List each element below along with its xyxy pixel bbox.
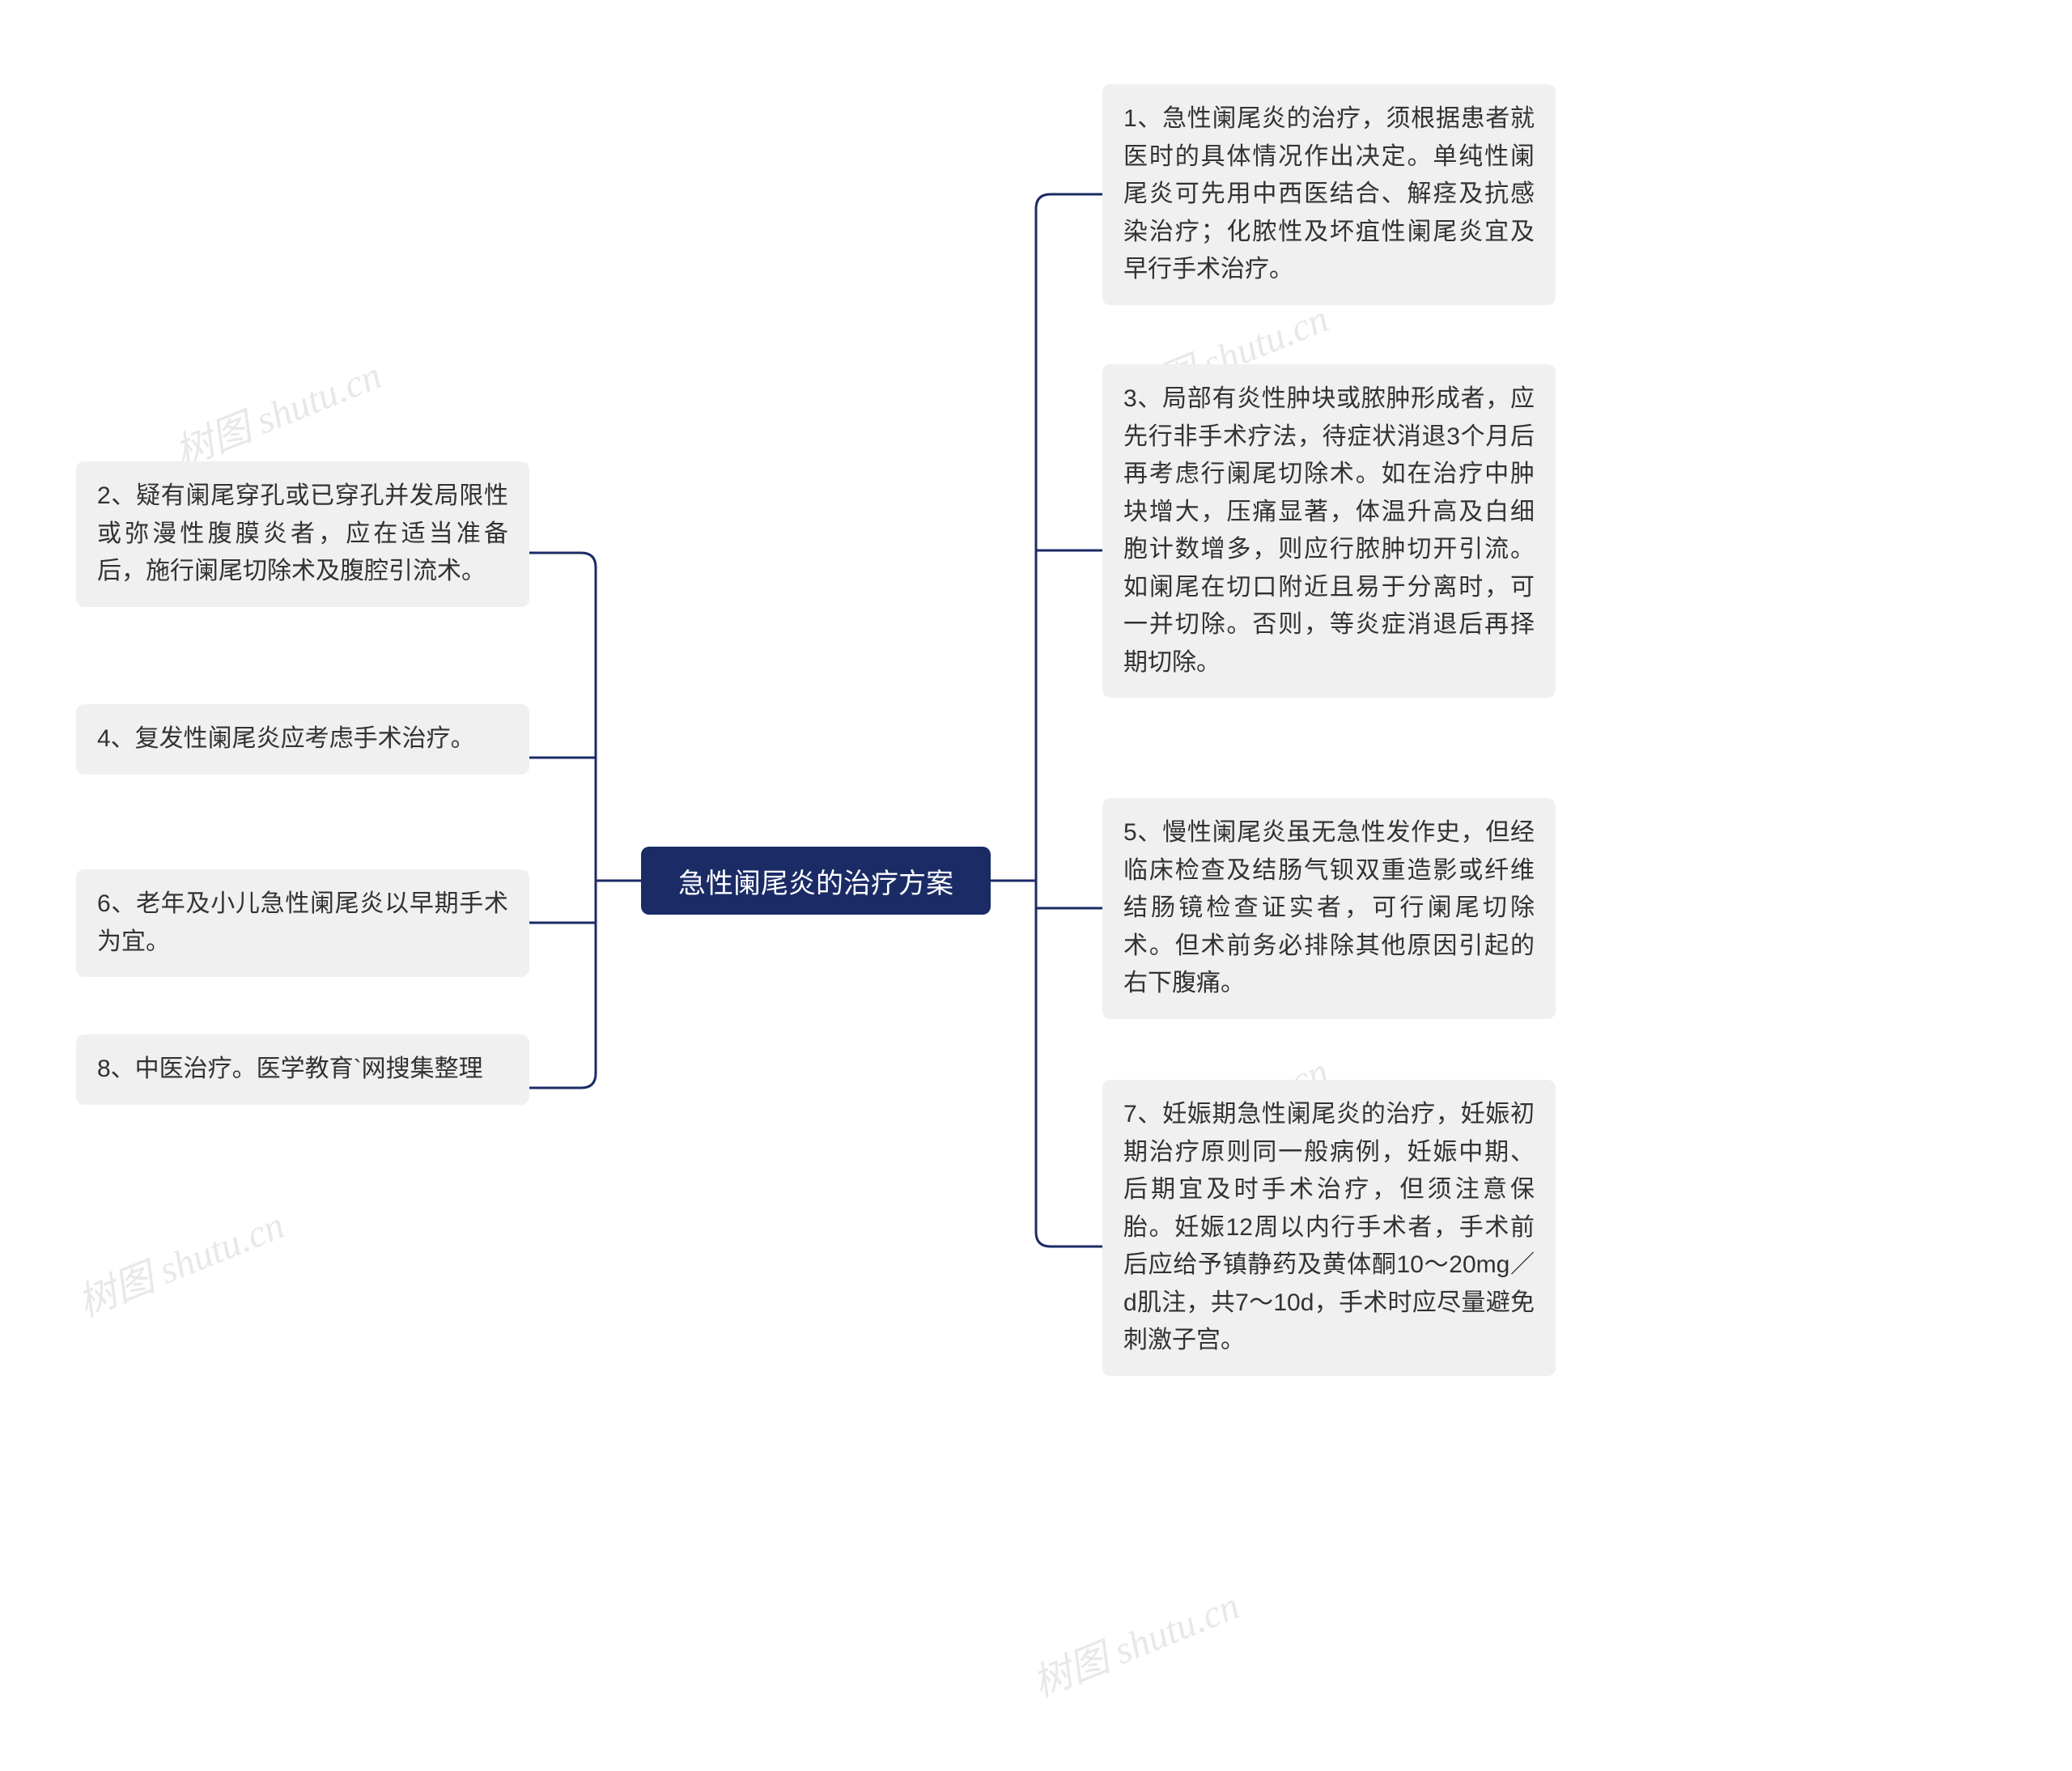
leaf-node-4: 4、复发性阑尾炎应考虑手术治疗。	[76, 704, 529, 775]
leaf-node-5: 5、慢性阑尾炎虽无急性发作史，但经临床检查及结肠气钡双重造影或纤维结肠镜检查证实…	[1102, 798, 1556, 1019]
leaf-node-6: 6、老年及小儿急性阑尾炎以早期手术为宜。	[76, 869, 529, 977]
watermark: 树图 shutu.cn	[165, 343, 388, 478]
leaf-node-2: 2、疑有阑尾穿孔或已穿孔并发局限性或弥漫性腹膜炎者，应在适当准备后，施行阑尾切除…	[76, 461, 529, 607]
root-node: 急性阑尾炎的治疗方案	[641, 847, 991, 915]
mindmap-canvas: 树图 shutu.cn 树图 shutu.cn 树图 shutu.cn 树图 s…	[0, 0, 2072, 1771]
leaf-node-8: 8、中医治疗。医学教育`网搜集整理	[76, 1034, 529, 1105]
leaf-node-7: 7、妊娠期急性阑尾炎的治疗，妊娠初期治疗原则同一般病例，妊娠中期、后期宜及时手术…	[1102, 1080, 1556, 1376]
leaf-node-3: 3、局部有炎性肿块或脓肿形成者，应先行非手术疗法，待症状消退3个月后再考虑行阑尾…	[1102, 364, 1556, 698]
watermark: 树图 shutu.cn	[68, 1193, 291, 1327]
watermark: 树图 shutu.cn	[1023, 1574, 1246, 1708]
leaf-node-1: 1、急性阑尾炎的治疗，须根据患者就医时的具体情况作出决定。单纯性阑尾炎可先用中西…	[1102, 84, 1556, 305]
